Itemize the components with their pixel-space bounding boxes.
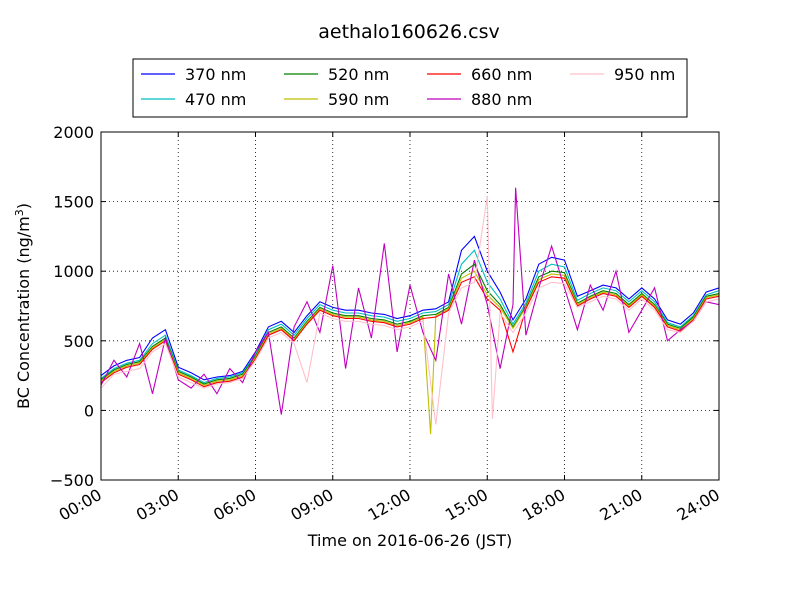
series-line-520-nm	[101, 263, 719, 385]
legend-label: 470 nm	[185, 90, 246, 109]
series-line-880-nm	[101, 187, 719, 415]
series-line-370-nm	[101, 235, 719, 381]
y-tick-label: −500	[50, 471, 94, 490]
x-axis-label: Time on 2016-06-26 (JST)	[307, 531, 512, 550]
y-tick-labels: −500 0 500 1000 1500 2000	[50, 123, 94, 490]
series-line-470-nm	[101, 249, 719, 384]
series-line-950-nm	[101, 195, 719, 425]
series-line-660-nm	[101, 276, 719, 388]
axis-ticks	[100, 131, 720, 481]
legend-label: 880 nm	[471, 90, 532, 109]
y-axis-label-superscript: 3	[13, 209, 26, 216]
legend: 370 nm 470 nm 520 nm 590 nm 660 nm 880 nm 950 …	[132, 58, 688, 118]
y-tick-label: 1500	[53, 193, 94, 212]
y-tick-label: 0	[84, 401, 94, 420]
y-tick-label: 2000	[53, 123, 94, 142]
chart-title: aethalo160626.csv	[318, 21, 500, 43]
series-line-590-nm	[101, 270, 719, 435]
y-axis-label-main: BC Concentration (ng/m	[14, 216, 33, 409]
y-tick-label: 500	[63, 332, 94, 351]
series-lines	[101, 187, 719, 435]
legend-label: 660 nm	[471, 65, 532, 84]
grid-lines	[101, 132, 719, 480]
y-tick-label: 1000	[53, 262, 94, 281]
legend-box	[132, 58, 688, 118]
y-axis-label: BC Concentration (ng/m3)	[13, 203, 33, 409]
legend-label: 590 nm	[328, 90, 389, 109]
legend-label: 370 nm	[185, 65, 246, 84]
legend-label: 950 nm	[614, 65, 675, 84]
legend-label: 520 nm	[328, 65, 389, 84]
y-axis-label-close: )	[14, 203, 33, 209]
